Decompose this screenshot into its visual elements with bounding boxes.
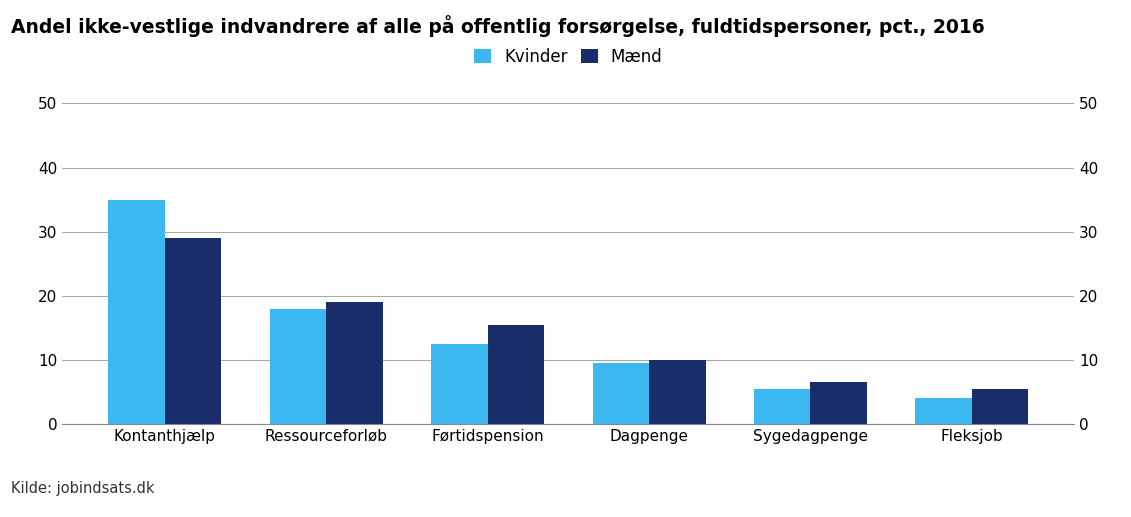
Bar [269, 309, 326, 424]
Bar [109, 200, 165, 424]
Legend: Kvinder, Mænd: Kvinder, Mænd [467, 41, 670, 72]
Text: Kilde: jobindsats.dk: Kilde: jobindsats.dk [11, 481, 155, 496]
Bar [915, 398, 972, 424]
Bar [811, 382, 867, 424]
Bar [754, 389, 811, 424]
Text: Andel ikke-vestlige indvandrere af alle på offentlig forsørgelse, fuldtidsperson: Andel ikke-vestlige indvandrere af alle … [11, 16, 985, 38]
Bar [593, 363, 649, 424]
Bar [326, 302, 382, 424]
Bar [972, 389, 1028, 424]
Bar [165, 238, 222, 424]
Bar [649, 360, 706, 424]
Bar [431, 344, 487, 424]
Bar [487, 325, 544, 424]
